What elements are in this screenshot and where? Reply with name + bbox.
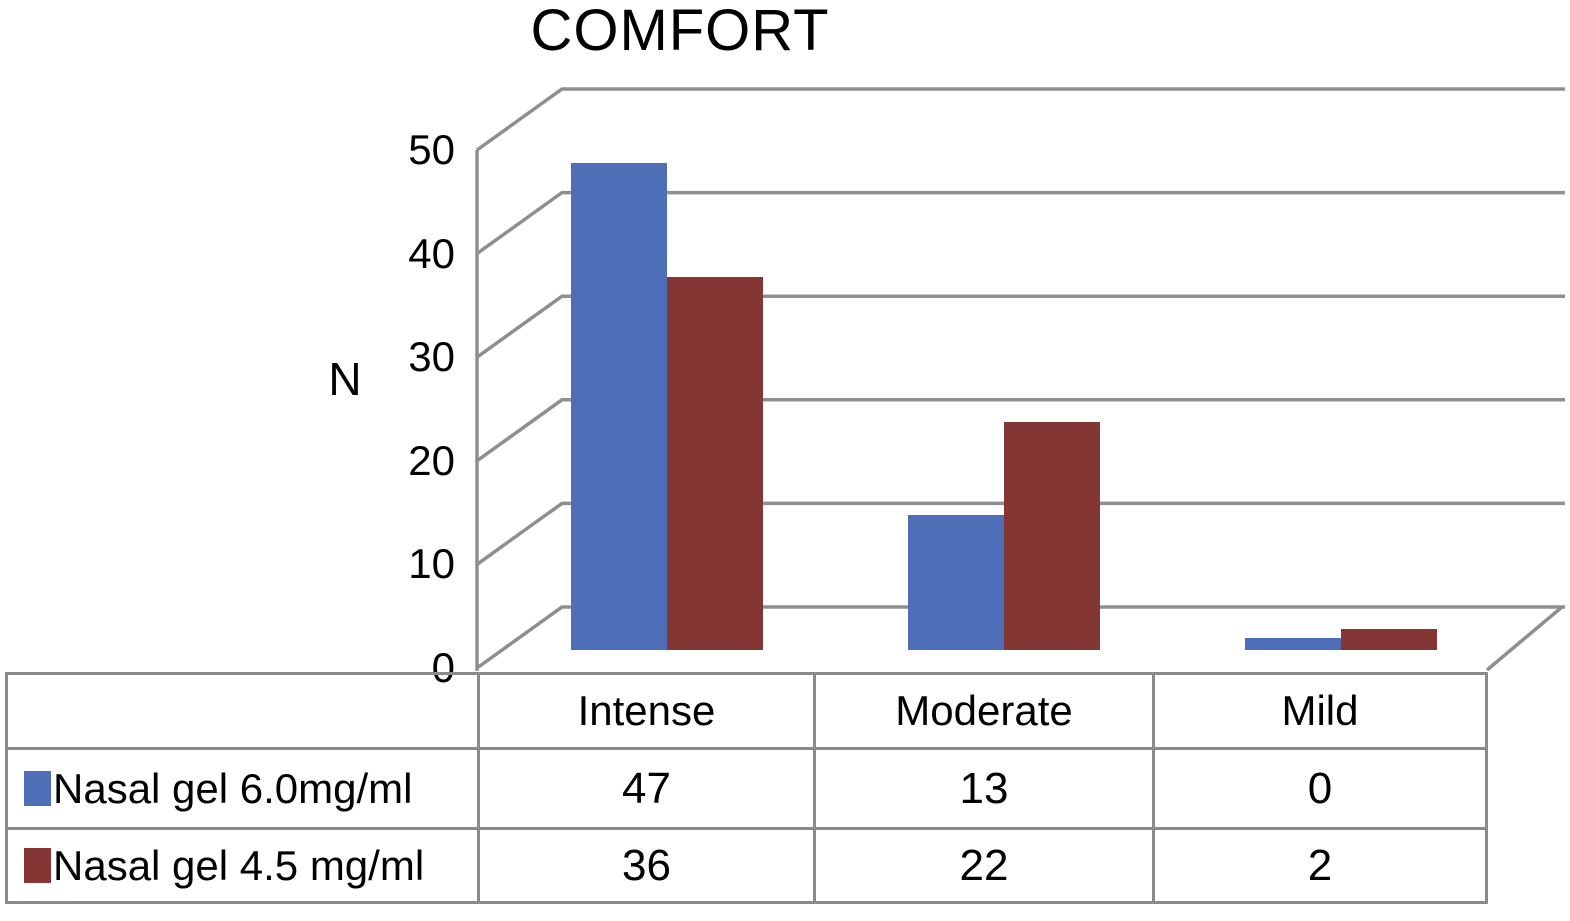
empty-corner-cell <box>5 672 480 750</box>
category-header-mild: Mild <box>1152 672 1488 750</box>
value-cell: 0 <box>1152 747 1488 830</box>
floor-right-edge <box>1485 605 1564 672</box>
gridline <box>475 190 1565 256</box>
value-cell: 36 <box>477 827 816 904</box>
y-tick-label: 10 <box>408 540 455 588</box>
category-header-intense: Intense <box>477 672 816 750</box>
bar <box>1341 629 1437 650</box>
series-row-1: Nasal gel 6.0mg/ml 47 13 0 <box>5 747 1488 830</box>
y-axis-label: N <box>328 353 362 405</box>
bar <box>1245 638 1341 650</box>
chart-title: COMFORT <box>530 0 830 63</box>
bar <box>667 277 763 650</box>
bar <box>1004 422 1100 650</box>
value-cell: 22 <box>813 827 1155 904</box>
y-tick-label: 40 <box>408 229 455 277</box>
legend-cell-series-2: Nasal gel 4.5 mg/ml <box>5 827 480 904</box>
gridline <box>475 87 1565 152</box>
series-2-color-swatch <box>24 848 51 883</box>
value-cell: 13 <box>813 747 1155 830</box>
series-1-color-swatch <box>24 771 51 806</box>
category-header-row: Intense Moderate Mild <box>5 672 1488 750</box>
legend-cell-series-1: Nasal gel 6.0mg/ml <box>5 747 480 830</box>
series-1-name: Nasal gel 6.0mg/ml <box>53 764 413 812</box>
category-header-moderate: Moderate <box>813 672 1155 750</box>
gridline <box>475 294 1565 359</box>
bar <box>908 515 1004 650</box>
gridline <box>475 398 1565 463</box>
value-cell: 47 <box>477 747 816 830</box>
y-tick-label: 20 <box>408 436 455 484</box>
series-2-name: Nasal gel 4.5 mg/ml <box>53 841 425 889</box>
bar <box>571 163 667 650</box>
value-cell: 2 <box>1152 827 1488 904</box>
gridline <box>475 605 1565 670</box>
gridline <box>475 501 1565 566</box>
series-row-2: Nasal gel 4.5 mg/ml 36 22 2 <box>5 827 1488 904</box>
y-tick-label: 50 <box>408 126 455 173</box>
data-table: Intense Moderate Mild Nasal gel 6.0mg/ml… <box>5 672 1488 904</box>
back-wall-gridlines <box>475 87 1565 670</box>
y-tick-label: 30 <box>408 333 455 381</box>
